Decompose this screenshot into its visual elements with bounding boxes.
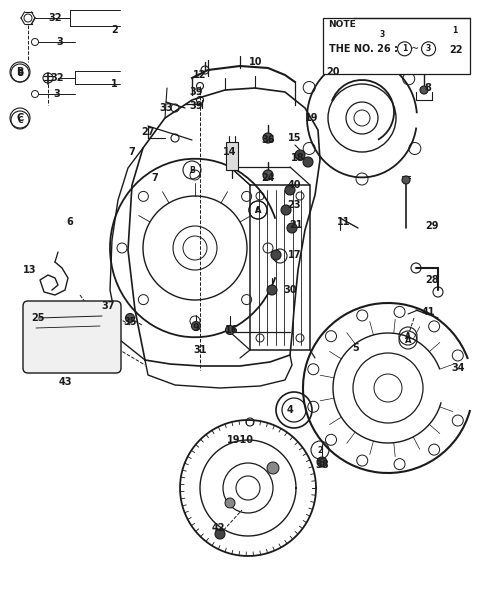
- Text: 43: 43: [58, 377, 72, 387]
- Text: 32: 32: [50, 73, 64, 83]
- Text: 33: 33: [159, 103, 173, 113]
- Circle shape: [267, 462, 279, 474]
- Text: 19: 19: [305, 113, 319, 123]
- Text: 42: 42: [211, 523, 225, 533]
- Text: 1910: 1910: [227, 435, 253, 445]
- Circle shape: [281, 205, 291, 215]
- Text: B: B: [189, 166, 195, 174]
- Text: A: A: [255, 206, 261, 214]
- Text: C: C: [16, 113, 24, 123]
- Text: 28: 28: [425, 275, 439, 285]
- Text: B: B: [17, 69, 23, 77]
- Text: 18: 18: [291, 153, 305, 163]
- Text: 3: 3: [379, 29, 384, 39]
- Bar: [226, 142, 238, 170]
- Text: 23: 23: [287, 200, 301, 210]
- Circle shape: [287, 223, 297, 233]
- Text: 7: 7: [129, 147, 135, 157]
- Text: 9: 9: [192, 323, 199, 333]
- Text: 25: 25: [31, 313, 45, 323]
- Text: ~: ~: [411, 44, 420, 54]
- Text: 27: 27: [141, 127, 155, 137]
- Circle shape: [402, 176, 410, 184]
- Text: 10: 10: [249, 57, 263, 67]
- Text: 1: 1: [110, 79, 118, 89]
- Text: 17: 17: [288, 250, 302, 260]
- Text: 3: 3: [54, 89, 60, 99]
- Circle shape: [215, 529, 225, 539]
- Text: 41: 41: [421, 307, 435, 317]
- Text: 34: 34: [451, 363, 465, 373]
- FancyBboxPatch shape: [23, 301, 121, 373]
- Text: A: A: [255, 206, 261, 214]
- Text: 40: 40: [287, 180, 301, 190]
- Text: NOTE: NOTE: [328, 20, 356, 29]
- Circle shape: [271, 250, 281, 260]
- Text: 37: 37: [101, 301, 115, 311]
- Text: 11: 11: [337, 217, 351, 227]
- Text: 1: 1: [452, 26, 457, 34]
- Circle shape: [225, 498, 235, 508]
- Text: 8: 8: [425, 83, 432, 93]
- Text: 15: 15: [288, 133, 302, 143]
- Text: 2: 2: [112, 25, 119, 35]
- Text: 2: 2: [317, 446, 323, 454]
- Text: 6: 6: [67, 217, 73, 227]
- Text: C: C: [17, 115, 23, 125]
- Text: 32: 32: [48, 13, 62, 23]
- Text: 29: 29: [425, 221, 439, 231]
- Text: 21: 21: [289, 220, 303, 230]
- Text: 22: 22: [449, 45, 463, 55]
- Text: 7: 7: [152, 173, 158, 183]
- Circle shape: [267, 285, 277, 295]
- Circle shape: [263, 170, 273, 180]
- Text: 3: 3: [57, 37, 63, 47]
- Text: 36: 36: [261, 135, 275, 145]
- Text: 38: 38: [315, 460, 329, 470]
- Circle shape: [125, 314, 134, 322]
- Circle shape: [420, 86, 428, 94]
- Text: 5: 5: [353, 343, 360, 353]
- Text: A: A: [405, 332, 411, 341]
- Circle shape: [317, 457, 327, 467]
- Text: 12: 12: [193, 70, 207, 80]
- Text: 13: 13: [23, 265, 37, 275]
- Text: THE NO. 26 :: THE NO. 26 :: [328, 44, 401, 54]
- Text: 4: 4: [287, 405, 293, 415]
- Text: 35: 35: [123, 317, 137, 327]
- Text: 14: 14: [223, 147, 237, 157]
- Circle shape: [226, 325, 235, 335]
- Text: 39: 39: [189, 101, 203, 111]
- Text: A: A: [405, 335, 411, 344]
- Circle shape: [192, 322, 201, 330]
- Circle shape: [303, 157, 313, 167]
- Text: B: B: [16, 67, 24, 77]
- Text: 30: 30: [283, 285, 297, 295]
- Text: 39: 39: [189, 87, 203, 97]
- Bar: [323, 18, 470, 74]
- Circle shape: [285, 185, 295, 195]
- Text: 16: 16: [225, 325, 239, 335]
- Text: 24: 24: [261, 173, 275, 183]
- Text: 1: 1: [402, 44, 407, 53]
- Text: 31: 31: [193, 345, 207, 355]
- Text: 20: 20: [326, 67, 340, 77]
- Circle shape: [295, 150, 305, 160]
- Circle shape: [263, 133, 273, 143]
- Text: 3: 3: [426, 44, 431, 53]
